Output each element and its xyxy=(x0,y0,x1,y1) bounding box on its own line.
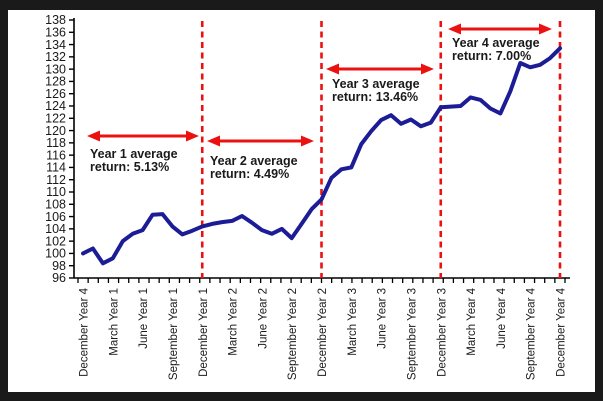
annotation-year-3-line1: Year 3 average xyxy=(332,77,420,91)
arrowhead-left-icon xyxy=(87,130,100,142)
y-tick-label: 108 xyxy=(45,197,66,211)
y-tick-label: 110 xyxy=(46,185,66,199)
arrowhead-right-icon xyxy=(421,63,434,75)
y-tick-label: 100 xyxy=(45,247,66,261)
y-tick-label: 120 xyxy=(45,124,66,138)
y-tick-label: 122 xyxy=(45,111,66,125)
y-tick-label: 126 xyxy=(45,87,66,101)
index-level-line xyxy=(81,46,562,266)
y-tick-label: 130 xyxy=(45,62,66,76)
annotation-year-2-line2: return: 4.49% xyxy=(210,167,289,181)
y-tick-label: 136 xyxy=(45,25,66,39)
x-tick-label: December Year 1 xyxy=(198,288,210,377)
x-tick-label: September Year 2 xyxy=(287,288,299,380)
x-tick-label: December Year 3 xyxy=(436,288,448,377)
y-tick-label: 138 xyxy=(45,13,66,27)
y-tick-label: 106 xyxy=(45,210,66,224)
annotation-year-1-line2: return: 5.13% xyxy=(90,160,169,174)
arrowhead-left-icon xyxy=(448,23,461,35)
x-tick-label: March Year 1 xyxy=(108,288,120,356)
annotation-year-2-line1: Year 2 average xyxy=(210,154,298,168)
arrowhead-left-icon xyxy=(326,63,339,75)
y-tick-label: 104 xyxy=(45,222,66,236)
annotation-year-4-line2: return: 7.00% xyxy=(452,49,531,63)
frame-bottom xyxy=(0,392,603,401)
annotation-year-4-line1: Year 4 average xyxy=(452,36,540,50)
x-tick-label: September Year 1 xyxy=(168,288,180,380)
annotation-year-3-line2: return: 13.46% xyxy=(332,90,418,104)
x-tick-label: September Year 3 xyxy=(406,288,418,380)
y-tick-label: 102 xyxy=(45,234,66,248)
y-tick-label: 134 xyxy=(45,38,66,52)
y-tick-label: 132 xyxy=(45,50,66,64)
x-tick-label: September Year 4 xyxy=(526,287,538,380)
y-tick-label: 98 xyxy=(52,259,66,273)
arrowhead-left-icon xyxy=(207,135,220,147)
y-tick-label: 116 xyxy=(46,148,66,162)
frame-right xyxy=(595,0,603,401)
y-tick-label: 128 xyxy=(45,75,66,89)
x-tick-label: December Year 4 xyxy=(79,287,91,376)
y-tick-label: 124 xyxy=(45,99,66,113)
y-tick-label: 118 xyxy=(46,136,66,150)
x-tick-label: December Year 2 xyxy=(317,288,329,377)
arrowhead-right-icon xyxy=(539,23,552,35)
x-tick-label: June Year 3 xyxy=(377,288,389,349)
y-tick-label: 112 xyxy=(46,173,66,187)
x-tick-label: June Year 1 xyxy=(138,288,150,349)
x-tick-label: March Year 3 xyxy=(347,288,359,356)
arrowhead-right-icon xyxy=(186,130,199,142)
y-tick-label: 114 xyxy=(46,161,66,175)
arrowhead-right-icon xyxy=(301,135,314,147)
frame-left xyxy=(0,0,8,401)
x-tick-label: June Year 4 xyxy=(496,287,508,348)
x-tick-label: March Year 2 xyxy=(228,288,240,356)
x-tick-label: June Year 2 xyxy=(257,288,269,349)
x-tick-label: March Year 4 xyxy=(466,287,478,355)
annotation-year-1-line1: Year 1 average xyxy=(90,147,178,161)
x-tick-label: December Year 4 xyxy=(556,287,568,376)
y-tick-label: 96 xyxy=(52,271,66,285)
frame-top xyxy=(0,0,603,10)
